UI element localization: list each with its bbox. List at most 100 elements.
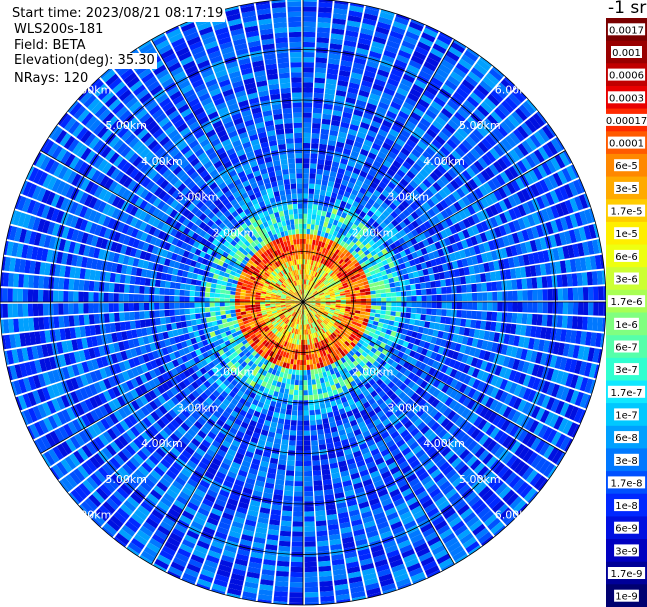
range-gate bbox=[225, 350, 232, 357]
range-gate bbox=[194, 348, 202, 356]
range-gate bbox=[280, 315, 286, 320]
range-gate bbox=[322, 174, 329, 181]
range-gate bbox=[352, 243, 358, 250]
range-gate bbox=[478, 449, 490, 462]
range-gate bbox=[345, 97, 356, 105]
range-gate bbox=[306, 308, 309, 314]
range-gate bbox=[305, 284, 308, 290]
range-gate bbox=[371, 337, 378, 344]
range-gate bbox=[265, 415, 273, 422]
range-gate bbox=[300, 304, 303, 310]
range-gate bbox=[334, 214, 341, 221]
range-gate bbox=[316, 336, 321, 342]
range-gate bbox=[121, 382, 130, 393]
range-gate bbox=[450, 41, 466, 54]
range-gate bbox=[169, 465, 180, 476]
range-gate bbox=[320, 595, 335, 602]
ray-39 bbox=[305, 303, 576, 454]
range-gate bbox=[342, 111, 353, 119]
range-gate bbox=[391, 563, 406, 573]
range-gate bbox=[407, 455, 418, 465]
range-gate bbox=[233, 394, 242, 402]
range-gate bbox=[313, 394, 319, 400]
range-gate bbox=[319, 575, 333, 582]
range-gate bbox=[277, 376, 283, 383]
range-gate bbox=[276, 560, 290, 567]
range-gate bbox=[357, 330, 364, 336]
range-gate bbox=[464, 345, 472, 355]
range-gate bbox=[303, 370, 307, 376]
range-gate bbox=[445, 317, 452, 325]
range-gate bbox=[507, 114, 520, 128]
range-gate bbox=[368, 465, 378, 474]
range-gate bbox=[375, 73, 388, 83]
range-gate bbox=[364, 315, 370, 320]
range-gate bbox=[338, 339, 345, 345]
range-gate bbox=[203, 422, 213, 431]
range-gate bbox=[284, 319, 289, 324]
range-gate bbox=[433, 96, 446, 108]
range-gate bbox=[336, 172, 344, 180]
range-gate bbox=[227, 498, 239, 507]
range-gate bbox=[340, 321, 346, 326]
range-gate bbox=[345, 202, 352, 210]
range-gate bbox=[502, 235, 510, 247]
range-gate bbox=[297, 425, 303, 431]
range-gate bbox=[252, 399, 259, 406]
range-gate bbox=[335, 593, 350, 601]
range-gate bbox=[318, 291, 324, 295]
range-gate bbox=[556, 274, 563, 288]
range-gate bbox=[421, 295, 427, 302]
range-gate bbox=[340, 357, 346, 364]
range-gate bbox=[436, 371, 445, 381]
range-gate bbox=[292, 521, 303, 527]
range-gate bbox=[511, 232, 520, 244]
range-gate bbox=[370, 328, 377, 334]
range-gate bbox=[305, 300, 311, 302]
range-gate bbox=[148, 439, 159, 451]
range-gate bbox=[247, 424, 255, 432]
range-gate bbox=[470, 148, 481, 160]
range-gate bbox=[355, 388, 363, 396]
range-gate bbox=[446, 302, 452, 309]
range-gate bbox=[312, 309, 317, 314]
range-gate bbox=[305, 300, 311, 302]
range-gate bbox=[491, 281, 498, 291]
range-gate bbox=[484, 514, 498, 527]
range-gate bbox=[408, 567, 424, 578]
range-gate bbox=[431, 139, 443, 150]
range-gate bbox=[95, 487, 109, 501]
range-gate bbox=[231, 341, 238, 348]
range-gate bbox=[233, 345, 240, 351]
range-gate bbox=[320, 382, 326, 389]
range-gate bbox=[485, 321, 492, 331]
range-gate bbox=[497, 432, 509, 445]
range-gate bbox=[390, 146, 400, 156]
range-gate bbox=[107, 388, 117, 400]
range-gate bbox=[313, 102, 323, 109]
range-gate bbox=[196, 395, 205, 404]
range-gate bbox=[180, 422, 190, 432]
range-gate bbox=[314, 342, 318, 349]
range-gate bbox=[259, 507, 271, 514]
range-gate bbox=[252, 541, 265, 549]
range-gate bbox=[253, 536, 266, 544]
range-gate bbox=[317, 17, 331, 24]
range-gate bbox=[241, 375, 249, 382]
range-gate bbox=[423, 442, 434, 453]
range-gate bbox=[257, 355, 263, 362]
range-gate bbox=[307, 269, 310, 275]
range-gate bbox=[289, 435, 296, 441]
range-gate bbox=[455, 87, 469, 99]
range-gate bbox=[263, 487, 274, 494]
range-gate bbox=[329, 43, 343, 50]
range-gate bbox=[457, 231, 466, 241]
range-gate bbox=[377, 521, 389, 530]
range-gate bbox=[330, 281, 336, 286]
range-gate bbox=[461, 354, 469, 364]
range-gate bbox=[354, 246, 361, 253]
range-gate bbox=[360, 295, 366, 299]
range-gate bbox=[335, 146, 344, 153]
range-gate bbox=[313, 363, 318, 370]
range-gate bbox=[418, 453, 429, 463]
